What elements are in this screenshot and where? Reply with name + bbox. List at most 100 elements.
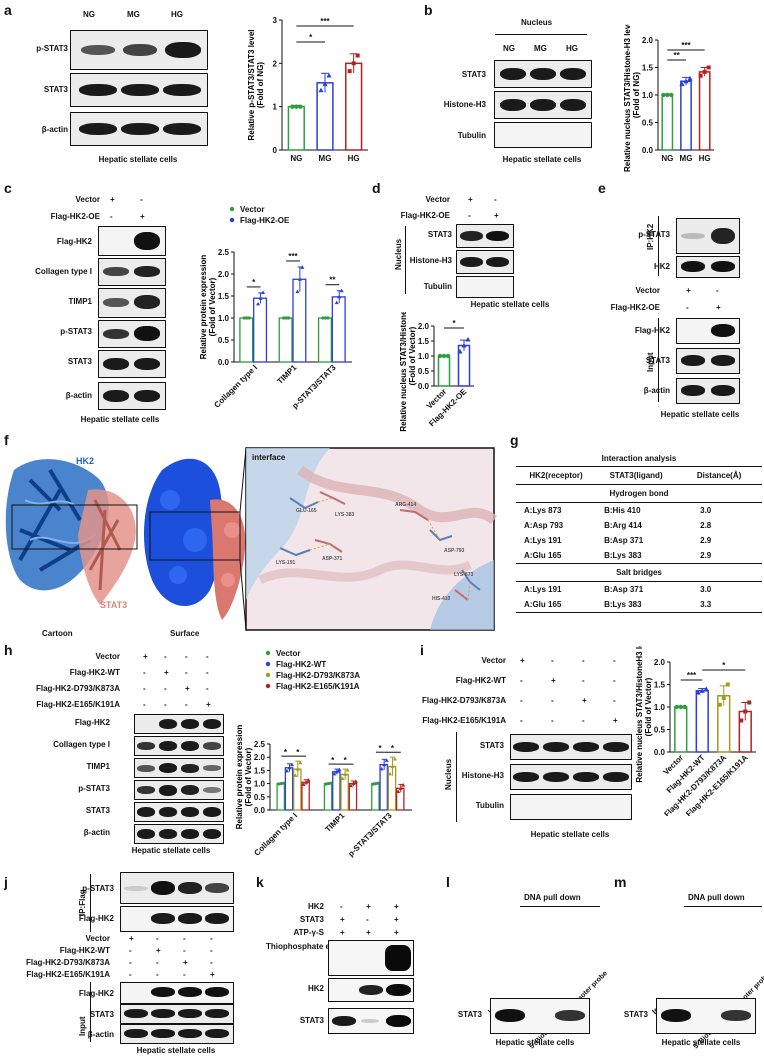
residue-label: HIS-410: [432, 596, 451, 602]
data-point: [290, 104, 295, 109]
bar: [332, 771, 341, 811]
bar: [371, 782, 380, 811]
western-blot: [676, 256, 740, 278]
bar: [278, 317, 293, 363]
data-point: [295, 289, 300, 294]
condition-label: Vector: [95, 652, 120, 661]
sign: -: [366, 915, 369, 924]
sign: -: [340, 902, 343, 911]
y-tick-label: 2.5: [254, 740, 266, 749]
blot-label: STAT3: [645, 356, 670, 365]
data-point: [345, 768, 350, 772]
sign: -: [686, 303, 689, 312]
sign: -: [206, 668, 209, 677]
y-tick-label: 1.0: [418, 352, 430, 361]
blot-label: Collagen type I: [35, 267, 92, 276]
data-point: [337, 294, 342, 299]
blot-label: Thiophosphate ester: [266, 942, 345, 951]
condition-label: Flag-HK2-D793/K873A: [35, 684, 120, 693]
y-axis-label: Relative nucleus STAT3/HistoneH3 level(F…: [399, 312, 417, 432]
data-point: [332, 771, 337, 776]
data-point: [461, 342, 467, 348]
y-tick-label: 2.0: [418, 322, 430, 331]
western-blot: [510, 764, 632, 790]
sign: +: [394, 902, 399, 911]
blot-label: STAT3: [479, 741, 504, 750]
sign: +: [185, 684, 190, 693]
y-tick-label: 1.0: [218, 314, 230, 323]
sign: -: [468, 211, 471, 220]
panel-letter-f: f: [4, 432, 9, 448]
sign: -: [143, 684, 146, 693]
input-bracket: [90, 982, 91, 1042]
western-blot: [676, 348, 740, 374]
x-tick-label: Collagen type I: [252, 811, 299, 858]
blot-label: β-actin: [643, 386, 670, 395]
data-point: [392, 757, 397, 761]
cell-caption: Hepatic stellate cells: [470, 300, 550, 309]
blot-label: STAT3: [461, 70, 486, 79]
cell-caption: Hepatic stellate cells: [80, 415, 160, 424]
data-point: [326, 782, 331, 786]
blot-label: p-STAT3: [82, 884, 114, 893]
panel-letter-i: i: [420, 642, 424, 658]
data-point: [674, 704, 679, 710]
bar: [661, 94, 674, 151]
cell-caption: Hepatic stellate cells: [98, 155, 178, 164]
western-blot: [98, 258, 166, 286]
sign: -: [520, 696, 523, 705]
y-tick-label: 0.0: [418, 382, 430, 391]
significance-label: *: [344, 756, 348, 765]
data-point: [340, 776, 345, 781]
western-blot: [120, 1004, 234, 1024]
x-tick-label: NG: [290, 154, 302, 163]
panel-letter-c: c: [4, 180, 12, 196]
header-line: [495, 34, 587, 35]
data-point: [465, 336, 471, 342]
condition-label: Flag-HK2-WT: [69, 668, 120, 677]
sign: +: [551, 676, 556, 685]
condition-label: Vector: [635, 286, 660, 295]
western-blot: [456, 276, 514, 298]
sign: +: [164, 668, 169, 677]
bar: [323, 782, 333, 811]
hbond-title: Hydrogen bond: [609, 489, 669, 498]
blot-label: TIMP1: [86, 762, 110, 771]
data-point: [300, 265, 305, 269]
panel-letter-l: l: [446, 874, 450, 890]
western-blot: [120, 1024, 234, 1044]
blot-label: Tubulin: [423, 282, 452, 291]
data-point: [334, 300, 339, 305]
blot-label: β-actin: [41, 125, 68, 134]
data-point: [382, 762, 387, 767]
blot-label: Histone-H3: [461, 771, 504, 780]
data-point: [678, 704, 683, 710]
data-point: [339, 288, 344, 293]
condition-label: Flag-HK2-OE: [50, 212, 100, 221]
sign: -: [613, 696, 616, 705]
y-tick-label: 0.0: [218, 358, 230, 367]
data-point: [293, 773, 298, 777]
y-tick-label: 1.0: [642, 91, 654, 100]
sign: +: [520, 656, 525, 665]
sign: -: [520, 676, 523, 685]
blot-label: STAT3: [67, 357, 92, 366]
y-tick-label: 0.5: [642, 119, 654, 128]
lane-label: HG: [171, 10, 183, 19]
sign: -: [613, 676, 616, 685]
western-blot: [134, 758, 224, 778]
residue-label: LYS-383: [335, 512, 354, 518]
bar: [316, 82, 334, 151]
data-point: [304, 780, 309, 784]
blot-label: Flag-HK2: [56, 237, 92, 246]
x-tick-label: TIMP1: [323, 811, 346, 834]
data-point: [374, 782, 378, 786]
blot-label: STAT3: [43, 85, 68, 94]
data-point: [376, 781, 381, 785]
blot-label: STAT3: [457, 1010, 482, 1019]
western-blot: [134, 802, 224, 822]
legend-entry: Flag-HK2-OE: [240, 216, 290, 225]
sign: -: [185, 652, 188, 661]
